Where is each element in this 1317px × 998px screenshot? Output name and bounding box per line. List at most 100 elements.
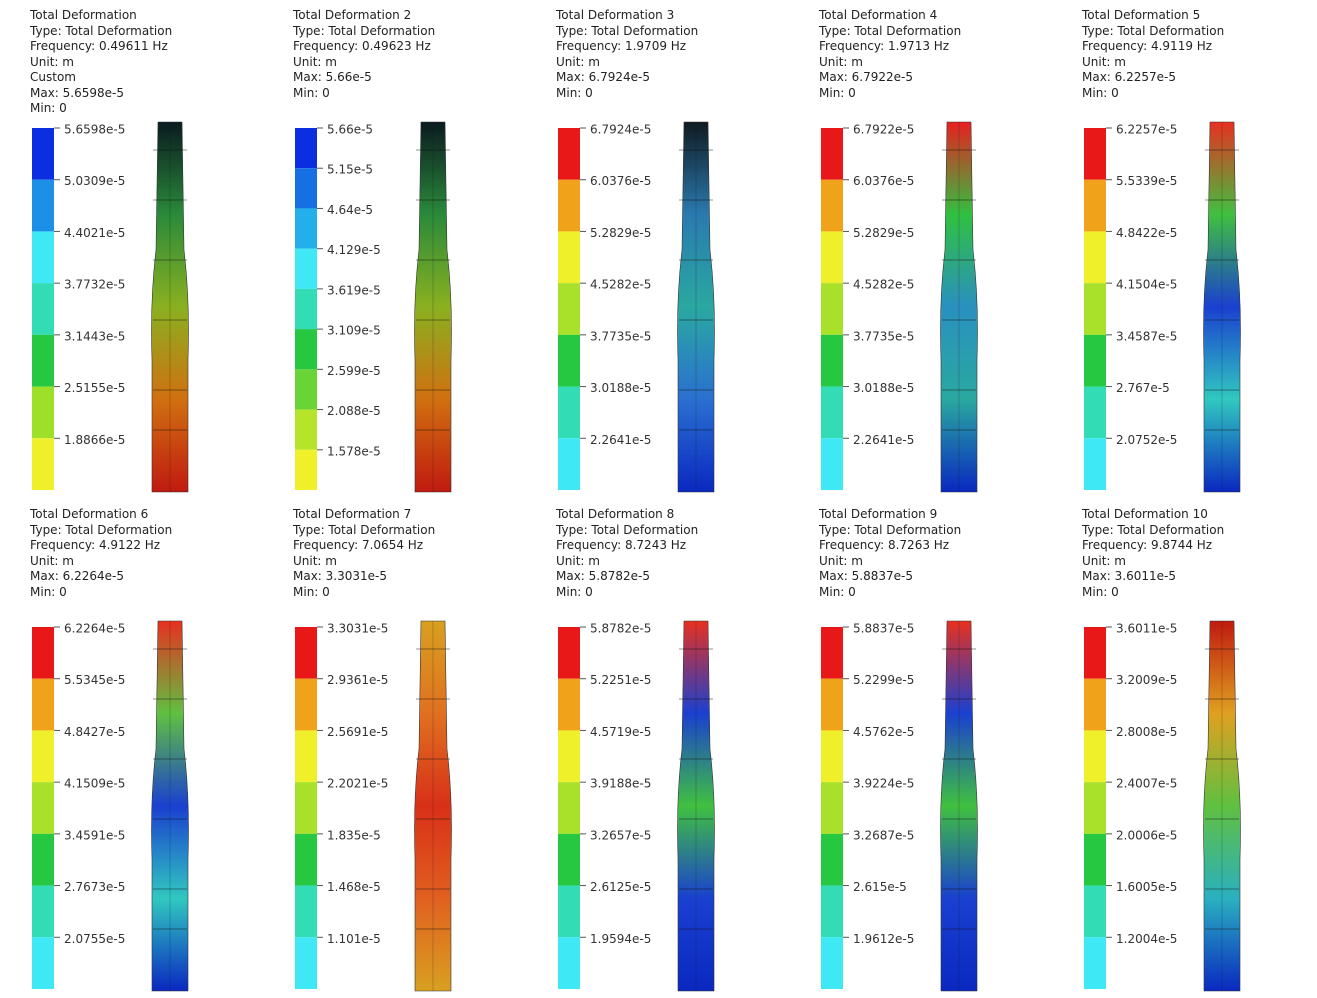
- legend-label: 5.5339e-5: [1116, 174, 1177, 188]
- legend-band: [821, 438, 843, 490]
- legend-label: 2.088e-5: [327, 404, 381, 418]
- legend-band: [821, 283, 843, 335]
- legend-label: 5.2299e-5: [853, 673, 914, 687]
- legend-band: [1084, 335, 1106, 387]
- legend-band: [821, 937, 843, 989]
- legend-label: 1.468e-5: [327, 880, 381, 894]
- legend-label: 2.9361e-5: [327, 673, 388, 687]
- legend-label: 3.2657e-5: [590, 828, 651, 842]
- legend-label: 2.6125e-5: [590, 880, 651, 894]
- legend-label: 4.64e-5: [327, 203, 373, 217]
- legend-band: [1084, 679, 1106, 731]
- legend-label: 4.5282e-5: [590, 278, 651, 292]
- legend-label: 1.578e-5: [327, 444, 381, 458]
- legend-band: [32, 283, 54, 335]
- legend-label: 2.8008e-5: [1116, 725, 1177, 739]
- legend-label: 6.2257e-5: [1116, 123, 1177, 137]
- result-panel: Total Deformation 8Type: Total Deformati…: [526, 499, 789, 998]
- legend-band: [32, 834, 54, 886]
- legend-label: 2.0006e-5: [1116, 828, 1177, 842]
- legend-label: 4.5762e-5: [853, 725, 914, 739]
- legend-label: 4.4021e-5: [64, 226, 125, 240]
- legend-band: [295, 627, 317, 679]
- legend-band: [558, 387, 580, 439]
- legend-band: [295, 450, 317, 490]
- legend-label: 1.101e-5: [327, 932, 381, 946]
- legend-label: 4.5719e-5: [590, 725, 651, 739]
- legend-band: [1084, 782, 1106, 834]
- legend-label: 3.2687e-5: [853, 828, 914, 842]
- legend-band: [558, 834, 580, 886]
- legend-band: [295, 329, 317, 369]
- legend-label: 3.7732e-5: [64, 278, 125, 292]
- legend-label: 3.9188e-5: [590, 777, 651, 791]
- legend-label: 3.0188e-5: [853, 381, 914, 395]
- legend-label: 2.7673e-5: [64, 880, 125, 894]
- legend-band: [1084, 834, 1106, 886]
- legend-band: [558, 180, 580, 232]
- legend-band: [1084, 937, 1106, 989]
- legend-label: 2.4007e-5: [1116, 777, 1177, 791]
- legend-label: 3.4587e-5: [1116, 329, 1177, 343]
- legend-band: [821, 387, 843, 439]
- legend-label: 1.2004e-5: [1116, 932, 1177, 946]
- legend-label: 2.0755e-5: [64, 932, 125, 946]
- legend-label: 4.1509e-5: [64, 777, 125, 791]
- legend-band: [558, 782, 580, 834]
- legend-band: [558, 679, 580, 731]
- legend-label: 1.9594e-5: [590, 932, 651, 946]
- legend-label: 3.7735e-5: [853, 329, 914, 343]
- result-panel: Total Deformation 4Type: Total Deformati…: [789, 0, 1052, 499]
- legend-label: 3.2009e-5: [1116, 673, 1177, 687]
- legend-band: [558, 627, 580, 679]
- legend-label: 2.5691e-5: [327, 725, 388, 739]
- legend-label: 3.4591e-5: [64, 828, 125, 842]
- legend-band: [558, 438, 580, 490]
- legend-label: 4.1504e-5: [1116, 278, 1177, 292]
- legend-label: 5.8837e-5: [853, 622, 914, 636]
- legend-label: 1.835e-5: [327, 828, 381, 842]
- legend-label: 2.767e-5: [1116, 381, 1170, 395]
- legend-label: 3.619e-5: [327, 283, 381, 297]
- legend-label: 5.2829e-5: [590, 226, 651, 240]
- legend-band: [295, 289, 317, 329]
- legend-band: [295, 886, 317, 938]
- legend-label: 3.7735e-5: [590, 329, 651, 343]
- legend-band: [821, 886, 843, 938]
- legend-label: 4.8427e-5: [64, 725, 125, 739]
- legend-label: 1.6005e-5: [1116, 880, 1177, 894]
- legend-label: 2.2641e-5: [590, 433, 651, 447]
- legend-band: [295, 168, 317, 208]
- legend-band: [1084, 231, 1106, 283]
- panel-graphic: 5.8782e-55.2251e-54.5719e-53.9188e-53.26…: [526, 499, 789, 998]
- legend-band: [821, 335, 843, 387]
- legend-label: 3.9224e-5: [853, 777, 914, 791]
- legend-band: [295, 937, 317, 989]
- legend-label: 6.7924e-5: [590, 123, 651, 137]
- legend-label: 2.599e-5: [327, 364, 381, 378]
- legend-label: 5.15e-5: [327, 163, 373, 177]
- legend-label: 2.615e-5: [853, 880, 907, 894]
- legend-label: 3.6011e-5: [1116, 622, 1177, 636]
- legend-band: [1084, 730, 1106, 782]
- legend-band: [558, 730, 580, 782]
- panel-graphic: 3.3031e-52.9361e-52.5691e-52.2021e-51.83…: [263, 499, 526, 998]
- legend-band: [821, 679, 843, 731]
- result-panel: Total Deformation 3Type: Total Deformati…: [526, 0, 789, 499]
- legend-band: [295, 369, 317, 409]
- legend-band: [32, 231, 54, 283]
- legend-label: 4.8422e-5: [1116, 226, 1177, 240]
- legend-label: 5.6598e-5: [64, 123, 125, 137]
- legend-label: 2.0752e-5: [1116, 433, 1177, 447]
- legend-label: 3.0188e-5: [590, 381, 651, 395]
- legend-label: 5.2829e-5: [853, 226, 914, 240]
- result-panel: Total Deformation 10Type: Total Deformat…: [1052, 499, 1315, 998]
- page: {"panels": [ {"title": "Total Deformatio…: [0, 0, 1317, 998]
- legend-label: 3.109e-5: [327, 324, 381, 338]
- legend-band: [32, 180, 54, 232]
- legend-band: [32, 782, 54, 834]
- legend-band: [821, 231, 843, 283]
